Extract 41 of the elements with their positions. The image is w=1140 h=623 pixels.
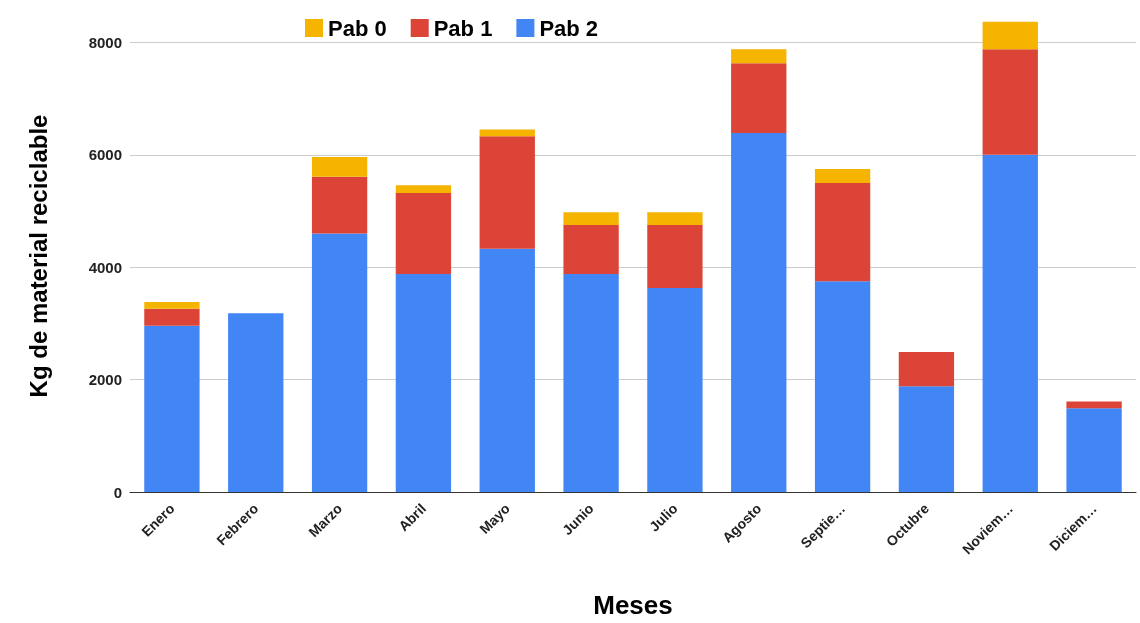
bar — [982, 49, 1038, 155]
y-tick-label: 4000 — [88, 258, 122, 276]
bar — [647, 288, 703, 492]
legend-label: Pab 2 — [539, 15, 599, 41]
bar — [563, 225, 619, 274]
bar — [731, 132, 787, 492]
x-axis-title: Meses — [593, 590, 673, 620]
bar — [814, 182, 871, 282]
y-tick-label: 0 — [113, 483, 122, 501]
bar — [228, 313, 284, 492]
y-axis-title: Kg de material reciclable — [24, 114, 52, 398]
bar — [647, 212, 703, 226]
bar — [563, 212, 619, 226]
bar — [144, 308, 200, 326]
bar — [982, 154, 1038, 492]
bar — [479, 248, 535, 492]
y-tick-label: 8000 — [88, 33, 122, 51]
bar — [1066, 401, 1122, 409]
legend-label: Pab 1 — [433, 15, 493, 41]
y-tick-label: 2000 — [88, 371, 122, 389]
bar — [898, 352, 955, 387]
legend-label: Pab 0 — [328, 15, 387, 41]
bar — [395, 273, 452, 492]
bar — [898, 386, 955, 492]
bar — [395, 193, 452, 274]
bar — [395, 185, 452, 194]
bar — [144, 302, 200, 309]
bar — [1066, 408, 1122, 492]
bar — [144, 325, 200, 492]
bar — [563, 273, 619, 492]
bar — [311, 233, 368, 492]
bar — [814, 168, 871, 183]
bar — [311, 176, 368, 234]
bar — [731, 49, 787, 64]
bar — [647, 225, 703, 289]
bar — [311, 157, 368, 177]
bar — [982, 21, 1038, 50]
bar — [731, 63, 787, 133]
bar — [479, 136, 535, 249]
bar — [814, 281, 871, 492]
y-tick-label: 6000 — [88, 146, 122, 164]
